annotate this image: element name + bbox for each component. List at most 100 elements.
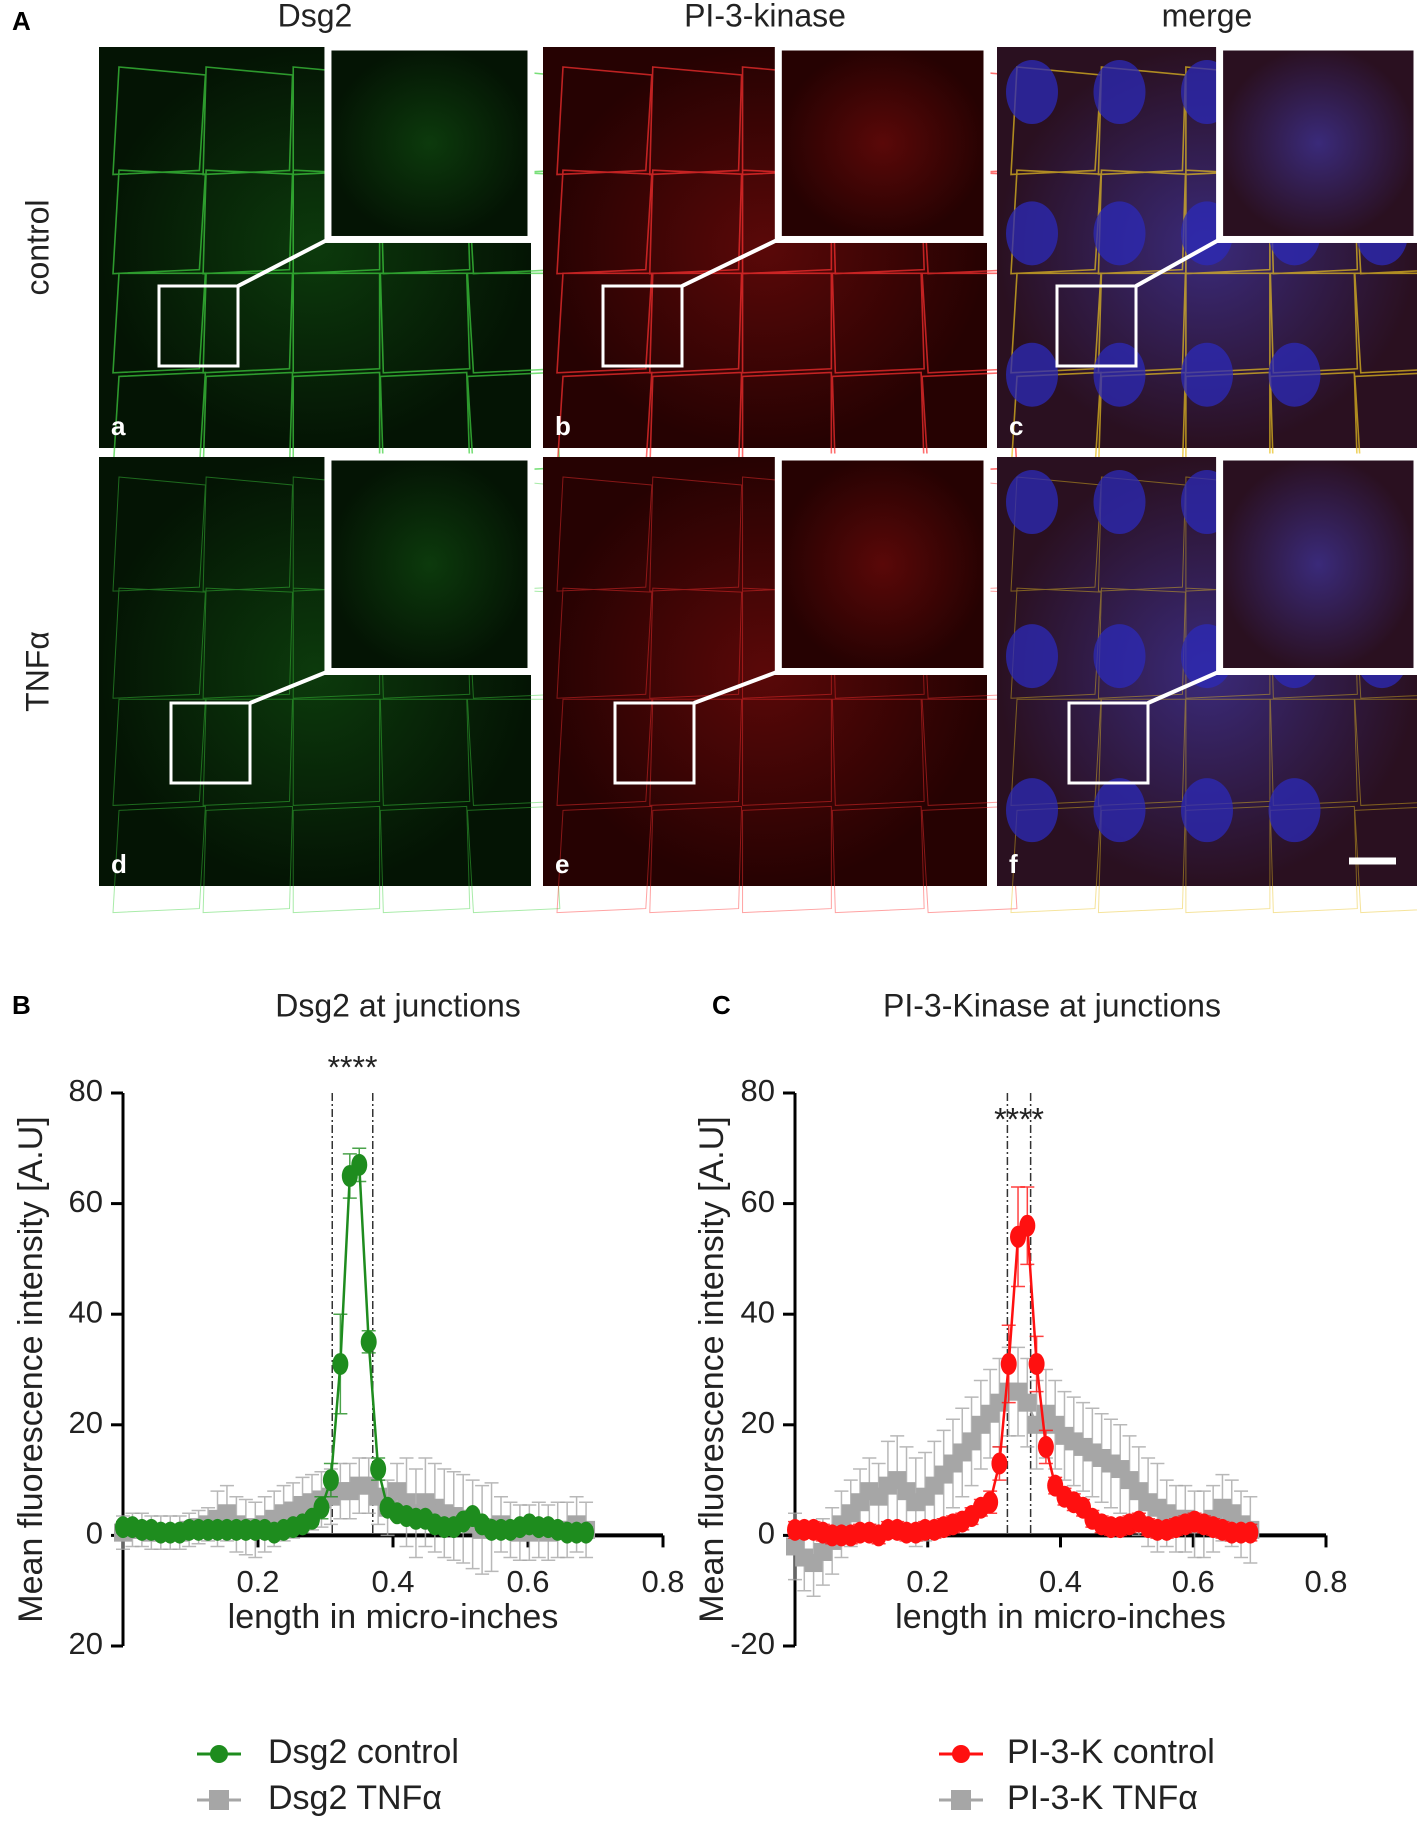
zoom-box — [1055, 284, 1138, 368]
x-tick-label: 0.6 — [1172, 1564, 1215, 1599]
legend-marker — [951, 1790, 971, 1810]
nucleus — [1093, 60, 1146, 124]
row-label: TNFα — [19, 631, 55, 712]
chart-title: Dsg2 at junctions — [275, 987, 520, 1023]
panel-letter: b — [555, 411, 571, 441]
x-tick-label: 0.6 — [506, 1564, 549, 1599]
panel-letter: a — [111, 411, 126, 441]
y-tick-label: 60 — [69, 1184, 103, 1219]
data-point — [982, 1491, 999, 1514]
x-tick-label: 0.2 — [236, 1564, 279, 1599]
nucleus — [1093, 778, 1146, 843]
x-axis-label: length in micro-inches — [895, 1598, 1226, 1636]
zoom-connector — [1147, 669, 1221, 705]
data-point — [1242, 1521, 1259, 1544]
y-tick-label: 60 — [741, 1184, 775, 1219]
data-point — [322, 1469, 339, 1492]
nucleus — [1268, 778, 1321, 843]
significance: **** — [994, 1101, 1044, 1137]
zoom-box — [613, 701, 696, 785]
data-point — [313, 1496, 330, 1519]
zoom-box — [169, 701, 252, 785]
inset — [774, 453, 991, 675]
nucleus — [1093, 470, 1146, 534]
nucleus — [1006, 60, 1058, 124]
x-tick-label: 0.4 — [371, 1564, 414, 1599]
data-point — [991, 1452, 1008, 1475]
data-point — [1019, 1214, 1036, 1237]
y-tick-label: 20 — [741, 1405, 775, 1440]
zoom-connector — [1135, 237, 1221, 288]
panel-label: B — [12, 990, 31, 1020]
data-point — [1000, 1352, 1017, 1375]
chart-title: PI-3-Kinase at junctions — [883, 987, 1221, 1023]
panel-letter: c — [1009, 411, 1023, 441]
nucleus — [1006, 470, 1058, 534]
panel-label: C — [712, 990, 731, 1020]
y-tick-label: 40 — [69, 1294, 103, 1329]
zoom-connector — [681, 237, 780, 288]
panel-label: A — [12, 6, 31, 36]
data-point — [1028, 1352, 1045, 1375]
nucleus — [1006, 778, 1058, 843]
zoom-connector — [249, 669, 329, 705]
data-point — [370, 1458, 387, 1481]
legend-label: PI-3-K TNFα — [1007, 1779, 1198, 1817]
data-point — [962, 1432, 981, 1451]
data-point — [1037, 1435, 1054, 1458]
legend-label: Dsg2 TNFα — [268, 1779, 442, 1817]
panel-letter: e — [555, 849, 569, 879]
nucleus — [1093, 201, 1146, 266]
inset — [1216, 43, 1417, 243]
inset — [774, 43, 991, 243]
x-tick-label: 0.8 — [641, 1564, 684, 1599]
legend-label: Dsg2 control — [268, 1733, 459, 1771]
data-point — [332, 1352, 349, 1375]
y-tick-label: 40 — [741, 1294, 775, 1329]
zoom-box — [1067, 701, 1150, 785]
x-axis-label: length in micro-inches — [228, 1598, 559, 1636]
column-label: Dsg2 — [278, 0, 353, 33]
y-tick-label: 0 — [758, 1516, 775, 1551]
data-point — [351, 1153, 368, 1176]
nucleus — [1006, 201, 1058, 266]
nucleus — [1093, 624, 1146, 689]
nucleus — [1268, 342, 1321, 407]
nucleus — [1093, 342, 1146, 407]
y-tick-label: 20 — [69, 1626, 103, 1661]
zoom-box — [601, 284, 684, 368]
inset — [324, 453, 535, 675]
y-tick-label: 80 — [741, 1073, 775, 1108]
legend-marker — [952, 1745, 970, 1763]
significance: **** — [328, 1049, 378, 1085]
y-axis-label: Mean fluorescence intensity [A.U] — [12, 1116, 50, 1622]
data-point — [360, 1330, 377, 1353]
legend-label: PI-3-K control — [1007, 1733, 1215, 1771]
data-point — [578, 1521, 595, 1544]
y-tick-label: 0 — [86, 1516, 103, 1551]
column-label: PI-3-kinase — [684, 0, 846, 33]
nucleus — [1006, 342, 1058, 407]
inset — [1216, 453, 1417, 675]
legend-marker — [209, 1790, 229, 1810]
panel-letter: f — [1009, 849, 1018, 879]
nucleus — [1006, 624, 1058, 689]
panel-letter: d — [111, 849, 127, 879]
legend-marker — [210, 1745, 228, 1763]
y-tick-label: 80 — [69, 1073, 103, 1108]
x-tick-label: 0.2 — [906, 1564, 949, 1599]
y-tick-label: 20 — [69, 1405, 103, 1440]
nucleus — [1181, 342, 1233, 407]
column-label: merge — [1162, 0, 1253, 33]
y-tick-label: -20 — [730, 1626, 775, 1661]
zoom-box — [157, 284, 240, 368]
row-label: control — [19, 199, 55, 295]
x-tick-label: 0.4 — [1039, 1564, 1082, 1599]
nucleus — [1181, 778, 1233, 843]
zoom-connector — [693, 669, 780, 705]
y-axis-label: Mean fluorescence intensity [A.U] — [693, 1116, 731, 1622]
inset — [324, 43, 535, 243]
x-tick-label: 0.8 — [1304, 1564, 1347, 1599]
data-point — [1018, 1393, 1037, 1412]
zoom-connector — [237, 237, 329, 288]
